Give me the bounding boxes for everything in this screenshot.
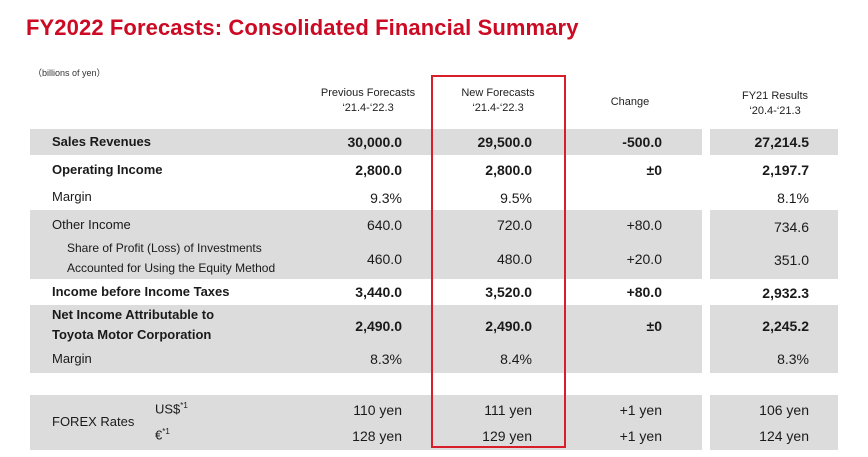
row-label-forex-rates: FOREX Rates	[52, 414, 135, 429]
margin2-new-value: 8.4%	[500, 351, 532, 367]
forex-eur-label: €*1	[155, 427, 170, 442]
band-net-fy21	[710, 305, 838, 373]
sales-change-value: -500.0	[622, 134, 662, 150]
row-label-margin-net: Margin	[52, 351, 92, 366]
forex-eur-label-text: €	[155, 427, 163, 443]
band-forex-fy21	[710, 395, 838, 450]
net-income-fy21-value: 2,245.2	[762, 318, 809, 334]
forex-usd-new-value: 111 yen	[484, 402, 532, 418]
page-title: FY2022 Forecasts: Consolidated Financial…	[26, 15, 579, 40]
row-label-income-before-taxes: Income before Income Taxes	[52, 284, 230, 299]
equity-change-value: +20.0	[626, 251, 662, 267]
forex-eur-note: *1	[162, 427, 170, 436]
margin2-fy21-value: 8.3%	[777, 351, 809, 367]
operating-income-fy21-value: 2,197.7	[762, 162, 809, 178]
sales-new-value: 29,500.0	[477, 134, 533, 150]
col-header-fy21-line2: ‘20.4-‘21.3	[749, 105, 801, 117]
margin2-prev-value: 8.3%	[370, 351, 402, 367]
col-header-new-line2: ‘21.4-‘22.3	[472, 102, 524, 114]
equity-new-value: 480.0	[496, 251, 532, 267]
forex-eur-fy21-value: 124 yen	[759, 428, 809, 444]
band-other-main	[30, 210, 702, 279]
forex-usd-label: US$*1	[155, 401, 188, 416]
band-sales-main	[30, 129, 702, 155]
net-income-new-value: 2,490.0	[485, 318, 532, 334]
operating-income-prev-value: 2,800.0	[355, 162, 402, 178]
col-header-previous-line2: ‘21.4-‘22.3	[342, 102, 394, 114]
other-income-prev-value: 640.0	[366, 217, 402, 233]
pretax-new-value: 3,520.0	[485, 284, 532, 300]
forex-usd-prev-value: 110 yen	[353, 402, 402, 418]
pretax-prev-value: 3,440.0	[355, 284, 402, 300]
forex-usd-change-value: +1 yen	[619, 402, 662, 418]
row-label-operating-income: Operating Income	[52, 162, 163, 177]
band-net-main	[30, 305, 702, 373]
sales-prev-value: 30,000.0	[347, 134, 403, 150]
col-header-change: Change	[580, 95, 680, 110]
col-header-previous: Previous Forecasts ‘21.4-‘22.3	[300, 86, 436, 116]
other-income-new-value: 720.0	[496, 217, 532, 233]
new-forecasts-highlight-box	[431, 75, 566, 448]
forex-eur-prev-value: 128 yen	[352, 428, 402, 444]
row-label-equity-line2: Accounted for Using the Equity Method	[67, 261, 276, 275]
equity-fy21-value: 351.0	[773, 252, 809, 268]
net-income-prev-value: 2,490.0	[355, 318, 402, 334]
col-header-fy21-line1: FY21 Results	[741, 90, 809, 102]
sales-fy21-value: 27,214.5	[754, 134, 810, 150]
operating-income-new-value: 2,800.0	[485, 162, 532, 178]
other-income-fy21-value: 734.6	[773, 219, 809, 235]
operating-income-change-value: ±0	[646, 162, 662, 178]
row-label-sales-revenues: Sales Revenues	[52, 134, 152, 149]
row-label-equity-line1: Share of Profit (Loss) of Investments	[67, 241, 262, 255]
margin1-fy21-value: 8.1%	[777, 190, 809, 206]
forex-usd-note: *1	[180, 401, 188, 410]
forex-usd-label-text: US$	[155, 401, 181, 417]
col-header-new: New Forecasts ‘21.4-‘22.3	[432, 86, 564, 116]
col-header-fy21: FY21 Results ‘20.4-‘21.3	[712, 89, 838, 119]
row-label-margin: Margin	[52, 189, 92, 204]
margin1-new-value: 9.5%	[500, 190, 532, 206]
forex-usd-fy21-value: 106 yen	[759, 402, 809, 418]
col-header-new-line1: New Forecasts	[461, 87, 535, 99]
row-label-other-income: Other Income	[52, 217, 131, 232]
equity-prev-value: 460.0	[366, 251, 402, 267]
other-income-change-value: +80.0	[626, 217, 662, 233]
margin1-prev-value: 9.3%	[370, 190, 402, 206]
row-label-net-income-line2: Toyota Motor Corporation	[52, 327, 212, 342]
forex-eur-new-value: 129 yen	[482, 428, 532, 444]
row-label-net-income-line1: Net Income Attributable to	[52, 307, 215, 322]
pretax-fy21-value: 2,932.3	[762, 285, 809, 301]
net-income-change-value: ±0	[646, 318, 662, 334]
col-header-previous-line1: Previous Forecasts	[320, 87, 416, 99]
band-other-fy21	[710, 210, 838, 279]
col-header-change-line1: Change	[610, 96, 650, 108]
unit-note: （billions of yen）	[33, 68, 106, 78]
band-forex-main	[30, 395, 702, 450]
pretax-change-value: +80.0	[626, 284, 662, 300]
forex-eur-change-value: +1 yen	[619, 428, 662, 444]
band-sales-fy21	[710, 129, 838, 155]
